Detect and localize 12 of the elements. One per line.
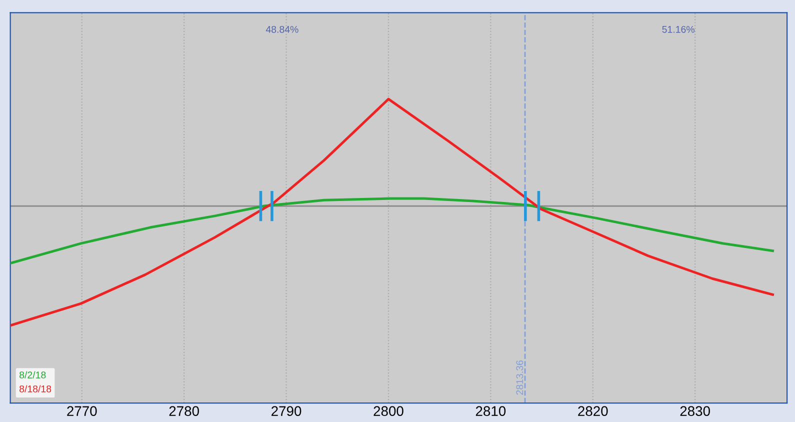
x-tick-label: 2790 [272,406,302,416]
text: 48.84% [266,26,298,33]
text: 8/18/18 [20,385,52,392]
x-tick-label: 2830 [680,406,710,416]
x-tick-label: 2780 [169,406,199,416]
x-tick-label: 2800 [374,406,404,416]
text: 51.16% [662,26,694,33]
ref-line-label: 2813.36 [516,360,524,395]
x-tick-label: 2810 [476,406,506,416]
text: 8/2/18 [20,371,46,378]
x-tick-label: 2820 [578,406,608,416]
x-tick-label: 2770 [67,406,97,416]
